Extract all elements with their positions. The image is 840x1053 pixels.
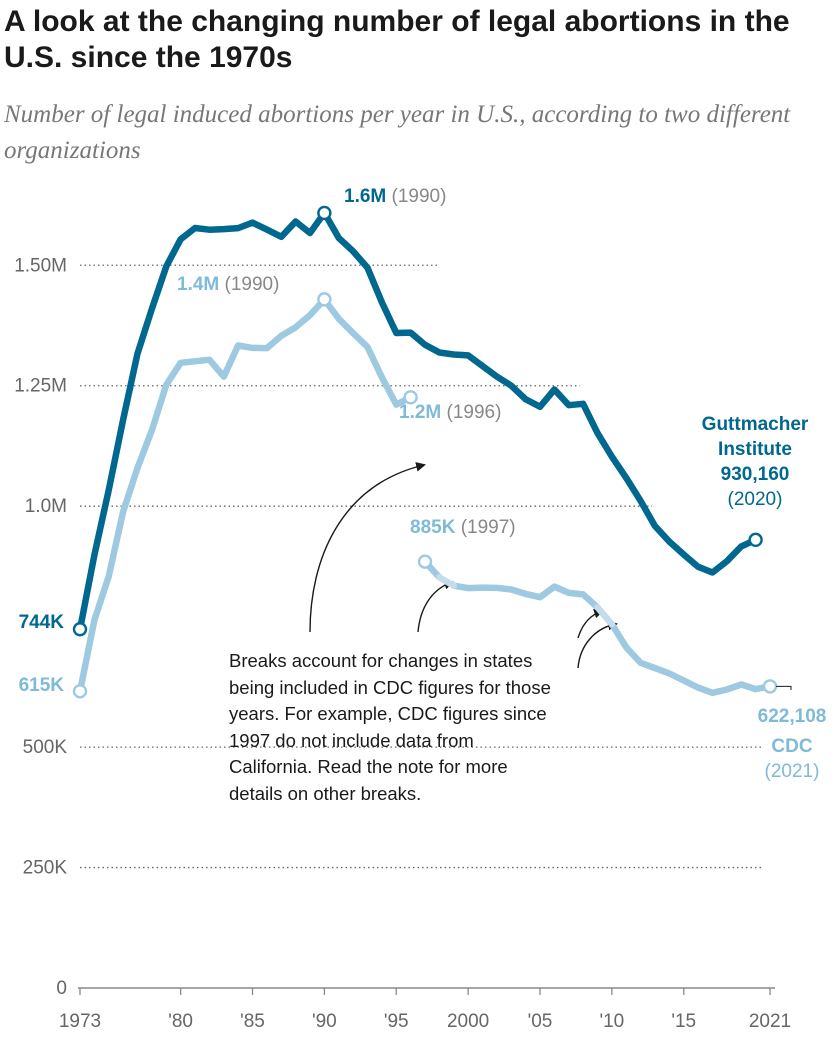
label-cdc-1990: 1.4M (1990) [177,274,279,295]
arrow-to-1998-break [417,580,454,633]
label-guttmacher-end: (2020) [728,489,783,510]
marker-guttmacher-1990 [317,205,332,221]
cdc-line-segment [76,296,414,695]
year-label: (1996) [441,402,501,423]
x-tick-label: '05 [528,1011,553,1032]
cdc-break-connector [594,604,616,628]
x-tick-label: 2021 [749,1011,791,1032]
value-label: 1.2M [399,402,441,423]
value-label: 1.4M [177,274,219,295]
arrow-to-2009-break [577,608,604,639]
marker-cdc-1997 [417,554,433,569]
marker-cdc-1973 [72,684,88,699]
label-cdc-end: 622,108 [758,706,827,727]
label-guttmacher-peak: 1.6M (1990) [344,186,446,207]
x-axis: 1973 '80 '85 '90 '95 2000 '05 '10 '15 2021 [59,988,791,1032]
label-guttmacher-end: 930,160 [721,464,790,485]
year-label: (1990) [219,274,279,295]
x-tick-label: '15 [671,1011,696,1032]
label-cdc-1973: 615K [19,675,65,696]
chart-title: A look at the changing number of legal a… [4,5,790,74]
label-guttmacher-end: Guttmacher [702,414,809,435]
data-labels: 1.6M (1990) 744K 1.4M (1990) 1.2M (1996) 885… [19,186,827,782]
x-tick-label: '95 [384,1011,409,1032]
cdc-break-connector [436,574,457,589]
arrow-to-2010-break [577,620,618,669]
value-label: 615K [19,675,65,696]
label-guttmacher-1973: 744K [19,612,65,633]
x-tick-label: '90 [312,1011,337,1032]
x-tick-label: '10 [599,1011,624,1032]
guttmacher-line [76,209,759,633]
value-label: 744K [19,612,65,633]
endpoint-markers [72,205,792,699]
y-tick-label: 1.25M [14,376,67,397]
label-cdc-1996: 1.2M (1996) [399,402,501,423]
label-cdc-end: (2021) [765,761,820,782]
value-label: 885K [410,517,456,538]
marker-cdc-2021 [762,679,778,694]
x-tick-label: 1973 [59,1011,101,1032]
marker-cdc-1996 [403,390,418,405]
label-guttmacher-end: Institute [718,439,792,460]
marker-guttmacher-2020 [748,532,763,548]
x-tick-label: '85 [240,1011,265,1032]
y-tick-label: 500K [23,737,68,758]
y-tick-label: 1.0M [25,496,67,517]
marker-cdc-1990 [317,292,332,307]
gridlines [78,264,775,989]
series-lines [76,209,774,697]
year-label: (1997) [455,517,515,538]
marker-guttmacher-1973 [72,622,88,637]
cdc-line-segment [450,582,601,611]
y-tick-label: 0 [56,978,67,999]
y-axis-ticks: 0 250K 500K 1.0M 1.25M 1.50M [14,255,67,999]
chart-subtitle: Number of legal induced abortions per ye… [4,101,791,164]
year-label: (1990) [386,186,446,207]
x-tick-label: 2000 [447,1011,489,1032]
y-tick-label: 1.50M [14,255,67,276]
x-tick-label: '80 [168,1011,193,1032]
arrow-to-1996-break [309,462,426,633]
break-note: Breaks account for changes in states bei… [229,650,551,804]
cdc-line-segment [608,620,774,697]
label-cdc-1997: 885K (1997) [410,517,516,538]
label-cdc-end: CDC [771,736,812,757]
cdc-2021-leader [776,685,792,690]
annotation-arrows [309,462,618,669]
value-label: 1.6M [344,186,386,207]
y-tick-label: 250K [23,858,68,879]
